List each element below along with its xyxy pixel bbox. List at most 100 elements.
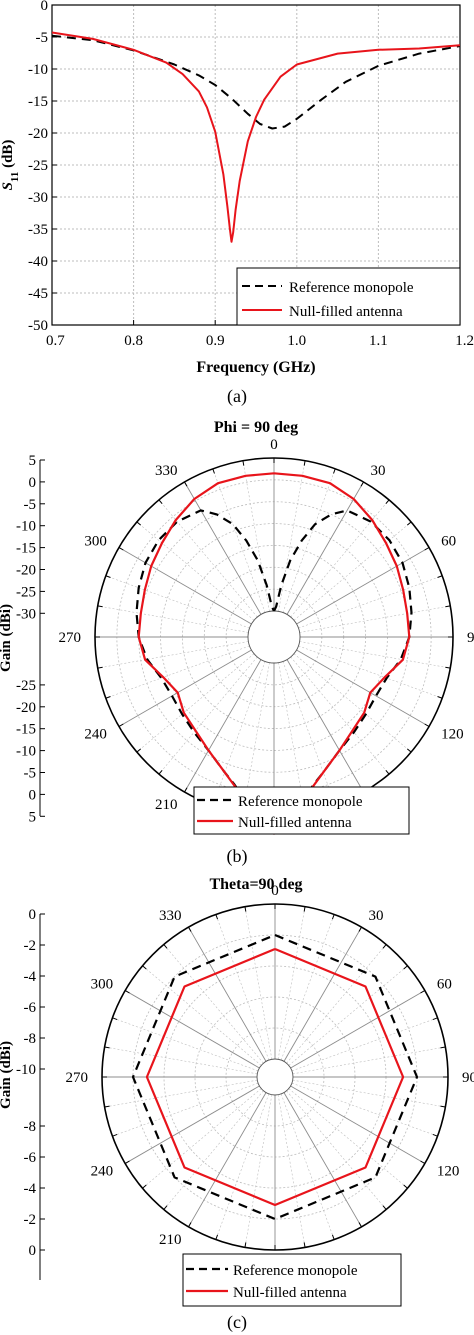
polar-spoke xyxy=(288,965,408,1066)
polar-angle-tick xyxy=(142,965,147,970)
polar-angle-label: 0 xyxy=(271,883,279,899)
polar-angle-tick xyxy=(385,499,390,505)
polar-angle-label: 210 xyxy=(159,1232,182,1248)
polar-spoke xyxy=(296,547,430,625)
polar-angle-tick xyxy=(212,468,215,474)
polar-angle-tick xyxy=(97,605,103,608)
polar-spoke xyxy=(298,575,443,629)
polar-angle-tick xyxy=(303,1242,306,1248)
phi-polar-title: Phi = 90 deg xyxy=(214,419,298,436)
theta-polar-y-axis-label: Gain (dBi) xyxy=(0,1041,14,1109)
polar-spoke xyxy=(112,1017,259,1072)
y-tick-label: -5 xyxy=(36,30,49,46)
polar-angle-tick xyxy=(215,914,219,920)
polar-spoke xyxy=(104,1079,258,1108)
polar-spoke xyxy=(293,653,412,753)
polar-angle-tick xyxy=(406,521,412,526)
polar-spoke xyxy=(291,1082,438,1137)
radial-tick-label: -8 xyxy=(24,1119,37,1135)
polar-angle-tick xyxy=(331,914,335,920)
polar-spoke xyxy=(282,661,336,806)
theta-polar-series xyxy=(131,933,419,1221)
radial-tick-label: 5 xyxy=(29,809,37,825)
radial-tick-label: -10 xyxy=(16,519,36,535)
legend-box xyxy=(193,786,410,835)
polar-spoke xyxy=(105,575,250,629)
polar-angle-label: 90 xyxy=(462,1070,474,1086)
polar-angle-tick xyxy=(440,1046,446,1049)
legend-nullfilled-label: Null-filled antenna xyxy=(233,1285,347,1301)
polar-spoke xyxy=(286,1090,387,1210)
y-tick-label: -35 xyxy=(28,222,48,238)
polar-spoke xyxy=(277,1094,306,1248)
polar-angle-tick xyxy=(163,1205,168,1210)
y-tick-label: -40 xyxy=(28,254,48,270)
polar-spoke xyxy=(244,906,273,1060)
polar-angle-tick xyxy=(382,944,387,949)
polar-angle-label: 330 xyxy=(159,908,182,924)
y-tick-label: -10 xyxy=(28,62,48,78)
radial-tick-label: -30 xyxy=(16,606,36,622)
polar-angle-tick xyxy=(385,769,390,775)
polar-angle-label: 300 xyxy=(91,977,114,993)
polar-angle-tick xyxy=(105,575,111,578)
y-tick-label: -20 xyxy=(28,126,48,142)
polar-angle-tick xyxy=(358,1222,362,1228)
polar-angle-tick xyxy=(303,906,306,912)
y-tick-label: -25 xyxy=(28,158,48,174)
polar-spoke xyxy=(142,965,262,1066)
polar-spoke xyxy=(293,521,412,621)
polar-angle-tick xyxy=(244,1242,247,1248)
polar-angle-tick xyxy=(136,748,142,753)
polar-spoke xyxy=(277,906,306,1060)
polar-angle-tick xyxy=(403,965,408,970)
polar-spoke xyxy=(97,641,249,669)
x-tick-label: 0.8 xyxy=(124,333,143,349)
radial-tick-label: -8 xyxy=(24,1031,37,1047)
polar-spoke xyxy=(290,990,426,1069)
polar-spoke xyxy=(282,468,336,613)
radial-tick-label: 0 xyxy=(29,907,37,923)
radial-tick-label: 0 xyxy=(29,475,37,491)
polar-angle-label: 60 xyxy=(437,977,452,993)
polar-angle-tick xyxy=(244,906,247,912)
polar-angle-tick xyxy=(358,926,362,932)
polar-spoke xyxy=(286,944,387,1064)
y-tick-label: -15 xyxy=(28,94,48,110)
polar-spoke xyxy=(158,499,258,618)
polar-spoke xyxy=(188,1092,267,1228)
s11-legend: Reference monopole Null-filled antenna xyxy=(236,267,461,326)
x-tick-label: 1.0 xyxy=(287,333,306,349)
legend-nullfilled-label: Null-filled antenna xyxy=(289,304,403,320)
polar-spoke xyxy=(163,944,264,1064)
polar-spoke xyxy=(124,990,260,1069)
caption-b: (b) xyxy=(227,846,248,867)
polar-angle-label: 30 xyxy=(371,463,386,479)
s11-y-tick-labels: 0 -5 -10 -15 -20 -25 -30 -35 -40 -45 -50 xyxy=(28,0,48,334)
polar-angle-tick xyxy=(303,460,306,466)
polar-angle-label: 120 xyxy=(441,727,464,743)
radial-tick-label: -25 xyxy=(16,678,36,694)
polar-spoke xyxy=(163,1090,264,1210)
theta-polar-chart: Theta=90 deg 0 30 60 90 120 210 240 270 300 330 0… xyxy=(0,876,474,1307)
radial-tick-label: 5 xyxy=(29,453,37,469)
polar-angle-tick xyxy=(420,1160,426,1164)
radial-tick-label: -2 xyxy=(24,938,37,954)
legend-reference-label: Reference monopole xyxy=(233,1263,358,1279)
polar-angle-tick xyxy=(360,481,364,487)
caption-c: (c) xyxy=(227,1312,247,1333)
radial-tick-label: -4 xyxy=(24,969,37,985)
phi-polar-angle-labels: 0 30 60 90 120 210 240 270 300 330 xyxy=(59,437,474,813)
polar-angle-tick xyxy=(333,468,336,474)
legend-reference-label: Reference monopole xyxy=(289,280,414,296)
polar-angle-label: 270 xyxy=(59,630,82,646)
polar-angle-tick xyxy=(445,605,451,608)
polar-spoke xyxy=(299,605,451,633)
polar-spoke xyxy=(290,656,390,775)
theta-polar-title: Theta=90 deg xyxy=(209,876,302,893)
polar-angle-tick xyxy=(124,990,130,994)
polar-angle-label: 60 xyxy=(441,534,456,550)
polar-angle-label: 0 xyxy=(270,437,278,453)
polar-spoke xyxy=(242,460,270,612)
